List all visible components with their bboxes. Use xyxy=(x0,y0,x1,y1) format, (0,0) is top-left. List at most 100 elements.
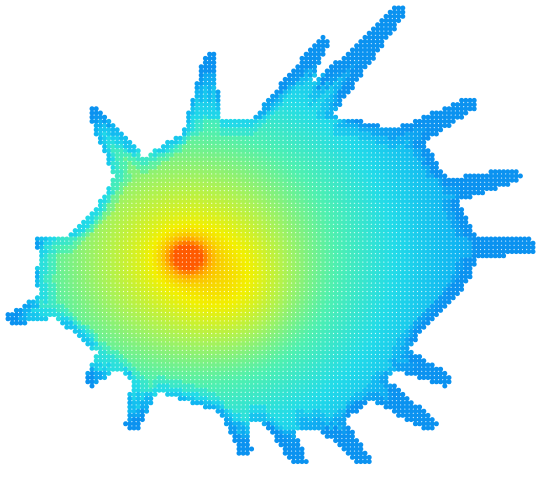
scatter-point xyxy=(89,110,95,116)
scatter-point xyxy=(274,144,280,150)
scatter-point xyxy=(324,127,330,133)
scatter-point xyxy=(43,316,49,322)
scatter-point xyxy=(337,60,343,66)
scatter-point xyxy=(349,139,355,145)
scatter-point xyxy=(333,85,339,91)
scatter-point xyxy=(202,139,208,145)
scatter-point xyxy=(349,148,355,154)
scatter-point xyxy=(207,123,213,129)
scatter-point xyxy=(165,152,171,158)
scatter-point xyxy=(396,156,402,162)
scatter-point xyxy=(312,81,318,87)
scatter-point xyxy=(307,97,313,103)
scatter-point xyxy=(291,148,297,154)
scatter-point xyxy=(324,93,330,99)
scatter-point xyxy=(316,152,322,158)
scatter-point xyxy=(181,152,187,158)
scatter-point xyxy=(312,177,318,183)
scatter-point xyxy=(215,148,221,154)
scatter-point xyxy=(202,177,208,183)
scatter-point xyxy=(181,160,187,166)
scatter-point xyxy=(320,97,326,103)
scatter-point xyxy=(312,68,318,74)
scatter-point xyxy=(400,13,406,19)
scatter-point xyxy=(316,110,322,116)
scatter-point xyxy=(135,152,141,158)
scatter-point xyxy=(265,139,271,145)
scatter-point xyxy=(417,156,423,162)
scatter-point xyxy=(186,135,192,141)
scatter-point xyxy=(362,47,368,53)
scatter-point xyxy=(169,165,175,171)
scatter-point xyxy=(333,165,339,171)
scatter-point xyxy=(261,173,267,179)
scatter-point xyxy=(375,156,381,162)
scatter-point xyxy=(400,127,406,133)
scatter-point xyxy=(123,177,129,183)
scatter-point xyxy=(274,118,280,124)
scatter-point xyxy=(169,152,175,158)
scatter-point xyxy=(421,139,427,145)
scatter-point xyxy=(379,26,385,32)
scatter-point xyxy=(312,93,318,99)
scatter-point xyxy=(370,30,376,36)
scatter-point xyxy=(358,123,364,129)
scatter-point xyxy=(370,51,376,57)
scatter-point xyxy=(215,110,221,116)
scatter-point xyxy=(198,106,204,112)
scatter-point xyxy=(324,160,330,166)
scatter-point xyxy=(177,165,183,171)
scatter-point xyxy=(362,156,368,162)
scatter-point xyxy=(295,152,301,158)
scatter-point xyxy=(110,123,116,129)
scatter-point xyxy=(286,165,292,171)
scatter-point xyxy=(333,169,339,175)
scatter-point xyxy=(114,165,120,171)
scatter-point xyxy=(312,118,318,124)
scatter-point xyxy=(299,76,305,82)
scatter-point xyxy=(328,81,334,87)
scatter-point xyxy=(442,173,448,179)
scatter-point xyxy=(370,139,376,145)
scatter-point xyxy=(97,131,103,137)
scatter-point xyxy=(337,144,343,150)
scatter-point xyxy=(429,152,435,158)
scatter-point xyxy=(165,144,171,150)
scatter-point xyxy=(232,173,238,179)
scatter-point xyxy=(307,177,313,183)
scatter-point xyxy=(286,114,292,120)
scatter-point xyxy=(118,177,124,183)
scatter-point xyxy=(291,68,297,74)
scatter-point xyxy=(324,177,330,183)
scatter-point xyxy=(391,156,397,162)
scatter-point xyxy=(396,148,402,154)
scatter-point xyxy=(408,123,414,129)
scatter-point xyxy=(349,123,355,129)
scatter-point xyxy=(257,123,263,129)
scatter-point xyxy=(425,114,431,120)
scatter-point xyxy=(362,148,368,154)
scatter-point xyxy=(337,85,343,91)
scatter-point xyxy=(354,131,360,137)
scatter-point xyxy=(358,152,364,158)
scatter-point xyxy=(333,114,339,120)
scatter-point xyxy=(211,102,217,108)
scatter-point xyxy=(341,72,347,78)
scatter-point xyxy=(282,135,288,141)
scatter-point xyxy=(270,169,276,175)
scatter-point xyxy=(160,144,166,150)
scatter-point xyxy=(278,123,284,129)
scatter-point xyxy=(299,131,305,137)
scatter-point xyxy=(312,102,318,108)
scatter-point xyxy=(261,110,267,116)
scatter-point xyxy=(320,156,326,162)
scatter-point xyxy=(152,177,158,183)
scatter-point xyxy=(169,139,175,145)
scatter-point xyxy=(274,169,280,175)
scatter-point xyxy=(219,169,225,175)
scatter-point xyxy=(383,131,389,137)
scatter-point xyxy=(312,148,318,154)
scatter-point xyxy=(249,160,255,166)
scatter-point xyxy=(328,89,334,95)
scatter-point xyxy=(186,169,192,175)
